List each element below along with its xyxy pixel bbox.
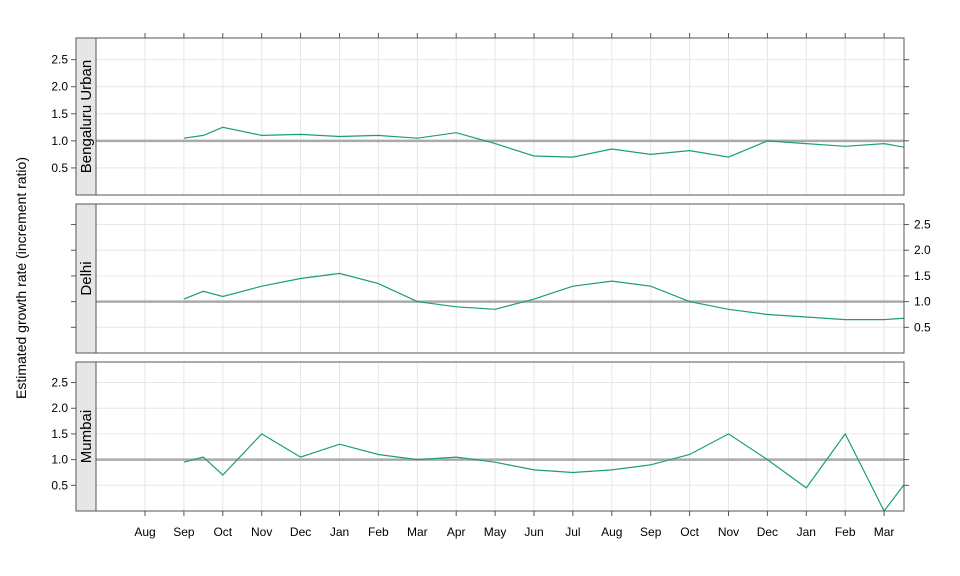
series-line-bengaluru-urban (183, 126, 904, 158)
x-axis: Aug Sep Oct Nov Dec Jan Feb Mar Apr May Jun Jul Aug S… (134, 33, 894, 539)
x-tick-label: Jan (797, 525, 816, 539)
strip-mumbai (75, 361, 97, 512)
x-tick-label: Feb (368, 525, 389, 539)
panel-background (96, 204, 904, 353)
panel-background (96, 38, 904, 195)
panels-layer: Bengaluru Urban 0.5 1.0 1.5 2.0 2.5 Delhi 0.5 1.… (51, 37, 931, 512)
x-tick-label: Aug (601, 525, 622, 539)
x-tick-label: Oct (680, 525, 699, 539)
x-tick-label: Apr (447, 525, 466, 539)
x-tick-label: Feb (835, 525, 856, 539)
x-tick-label: Sep (173, 525, 195, 539)
y-tick-label: 2.0 (51, 401, 68, 415)
x-tick-label: Nov (251, 525, 272, 539)
series-line-mumbai (183, 432, 904, 511)
y-tick-label: 2.0 (914, 243, 931, 257)
x-tick-label: Mar (874, 525, 895, 539)
panel-bengaluru-urban: Bengaluru Urban 0.5 1.0 1.5 2.0 2.5 (51, 37, 909, 196)
x-tick-label: Jun (524, 525, 543, 539)
y-tick-label: 1.5 (914, 269, 931, 283)
panel-delhi: Delhi 0.5 1.0 1.5 2.0 2.5 (71, 203, 931, 354)
x-tick-label: May (484, 525, 507, 539)
strip-label-mumbai: Mumbai (78, 410, 95, 463)
y-tick-label: 0.5 (914, 320, 931, 334)
x-tick-label: Aug (134, 525, 155, 539)
y-tick-label: 1.0 (51, 134, 68, 148)
strip-delhi (75, 203, 97, 354)
x-tick-label: Mar (407, 525, 428, 539)
x-tick-label: Dec (290, 525, 311, 539)
x-tick-label: Dec (757, 525, 778, 539)
x-tick-label: Jul (565, 525, 580, 539)
x-tick-label: Sep (640, 525, 662, 539)
x-tick-label: Jan (330, 525, 349, 539)
y-tick-label: 2.5 (51, 53, 68, 67)
y-tick-label: 2.5 (51, 376, 68, 390)
strip-bengaluru-urban (75, 37, 97, 196)
series-line-delhi (183, 272, 904, 321)
y-tick-label: 1.5 (51, 427, 68, 441)
y-tick-label: 0.5 (51, 161, 68, 175)
x-tick-label: Oct (213, 525, 232, 539)
panel-background (96, 362, 904, 511)
y-axis-label: Estimated growth rate (increment ratio) (13, 157, 29, 399)
y-tick-label: 1.5 (51, 107, 68, 121)
panel-mumbai: Mumbai 0.5 1.0 1.5 2.0 2.5 (51, 361, 909, 512)
y-tick-label: 0.5 (51, 478, 68, 492)
strip-label-delhi: Delhi (78, 261, 95, 295)
y-tick-label: 1.0 (914, 295, 931, 309)
y-tick-label: 2.0 (51, 80, 68, 94)
x-tick-label: Nov (718, 525, 739, 539)
strip-label-bengaluru-urban: Bengaluru Urban (78, 60, 95, 173)
y-tick-label: 1.0 (51, 453, 68, 467)
y-tick-label: 2.5 (914, 218, 931, 232)
